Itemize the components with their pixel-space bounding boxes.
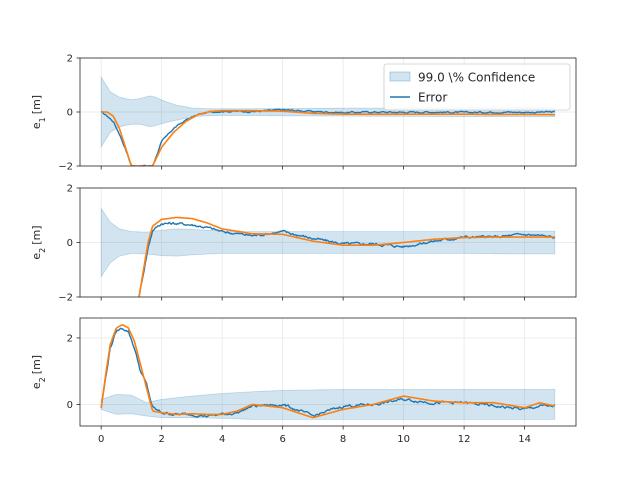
legend-swatch-band	[389, 71, 411, 82]
plot-area	[100, 75, 556, 166]
series-line-estimate	[100, 324, 556, 419]
legend-box	[383, 63, 571, 111]
y-axis-label-unit: [m]	[30, 225, 43, 244]
x-tick-label: 14	[518, 434, 531, 445]
y-tick-label: 2	[67, 184, 73, 195]
legend: 99.0 \% Confidence Error	[383, 63, 571, 111]
y-axis-label-main: e	[30, 382, 43, 389]
subplot-1: −2 0 2 e1 [m] 99.0 \% Confidence Error	[30, 54, 577, 173]
x-tick-label: 0	[98, 434, 104, 445]
confidence-band	[100, 389, 556, 420]
y-axis-label-subscript: 1	[38, 117, 47, 122]
legend-label: 99.0 \% Confidence	[418, 71, 535, 85]
y-tick-label: −2	[58, 162, 73, 173]
y-axis-label-subscript: 2	[38, 377, 47, 382]
series-line-error	[100, 108, 555, 166]
plot-area	[100, 324, 556, 420]
x-tick-label: 10	[397, 434, 410, 445]
y-tick-label: 2	[67, 54, 73, 65]
series-line-estimate	[101, 109, 555, 166]
y-tick-label: 0	[67, 238, 73, 249]
x-tick-label: 4	[219, 434, 225, 445]
y-axis-label-unit: [m]	[30, 355, 43, 374]
legend-label: Error	[418, 91, 447, 105]
y-axis-label-main: e	[30, 253, 43, 260]
x-tick-label: 6	[279, 434, 285, 445]
y-axis-label-main: e	[30, 122, 43, 129]
y-axis-label: e1 [m]	[30, 95, 47, 129]
x-tick-label: 8	[340, 434, 346, 445]
y-tick-label: 0	[67, 108, 73, 119]
y-axis-label-unit: [m]	[30, 95, 43, 114]
plot-area	[100, 207, 556, 297]
axes-frame	[79, 317, 577, 427]
y-tick-label: 0	[67, 400, 73, 411]
x-tick-label: 12	[458, 434, 471, 445]
y-axis-label: e2 [m]	[30, 355, 47, 389]
y-axis-label-subscript: 2	[38, 248, 47, 253]
x-tick-label: 2	[158, 434, 164, 445]
series-line-estimate	[138, 216, 555, 297]
y-axis-label: e2 [m]	[30, 225, 47, 259]
y-tick-label: 2	[67, 333, 73, 344]
y-tick-label: −2	[58, 293, 73, 304]
